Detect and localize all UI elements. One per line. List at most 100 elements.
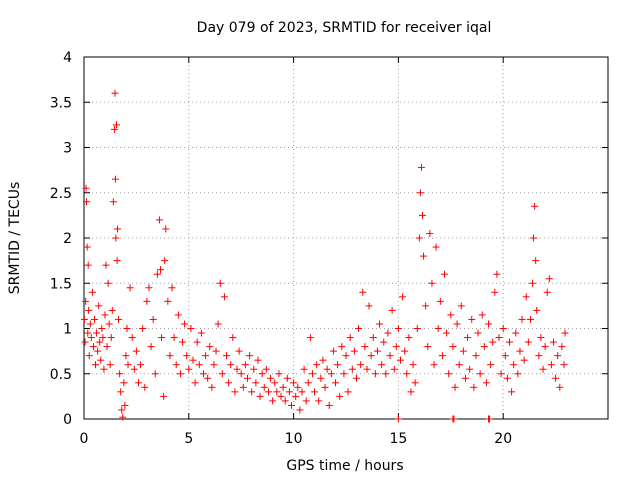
y-tick-label: 2.5 — [50, 186, 72, 202]
y-axis-label: SRMTID / TECUs — [7, 182, 23, 295]
data-point — [153, 270, 161, 278]
data-point — [264, 388, 272, 396]
data-point — [269, 397, 277, 405]
data-point — [111, 175, 119, 183]
data-point — [288, 401, 296, 409]
data-point — [302, 397, 310, 405]
data-point — [81, 338, 89, 346]
data-point — [323, 365, 331, 373]
data-point — [248, 388, 256, 396]
data-point — [510, 361, 518, 369]
x-axis-label: GPS time / hours — [286, 458, 403, 474]
data-point — [256, 392, 264, 400]
data-point — [419, 211, 427, 219]
data-point — [415, 234, 423, 242]
data-point — [499, 325, 507, 332]
data-point — [279, 383, 287, 391]
data-point — [478, 311, 486, 319]
y-tick-label: 4 — [63, 50, 72, 66]
data-point — [426, 229, 434, 237]
data-point — [160, 392, 168, 400]
data-point — [416, 189, 424, 197]
data-point — [386, 352, 394, 360]
data-point — [296, 406, 304, 414]
y-axis-ticks: 0 0.5 1 1.5 2 2.5 3 3.5 4 — [50, 50, 608, 428]
data-point — [235, 347, 243, 355]
data-point — [292, 392, 300, 400]
data-point — [390, 365, 398, 373]
data-point — [329, 347, 337, 355]
data-point — [450, 415, 458, 423]
data-point — [399, 293, 407, 301]
data-point — [94, 347, 102, 355]
data-point — [487, 361, 495, 369]
x-tick-label: 10 — [285, 431, 303, 447]
data-point — [451, 383, 459, 391]
data-point — [223, 352, 231, 360]
data-point — [447, 311, 455, 319]
data-point — [189, 356, 197, 364]
data-point — [111, 89, 119, 97]
data-point — [170, 334, 178, 342]
data-point — [206, 343, 214, 351]
x-tick-label: 15 — [389, 431, 407, 447]
data-point — [491, 288, 499, 296]
data-point — [103, 343, 111, 351]
data-point — [541, 343, 549, 351]
data-point — [489, 338, 497, 346]
data-point — [384, 329, 392, 337]
data-point — [137, 361, 145, 369]
data-point — [434, 325, 442, 332]
data-point — [378, 361, 386, 369]
data-point — [267, 374, 275, 382]
data-point — [277, 392, 285, 400]
data-point — [388, 306, 396, 314]
data-point — [197, 329, 205, 337]
data-point — [105, 320, 113, 328]
data-point — [210, 361, 218, 369]
data-point — [332, 379, 340, 387]
data-point — [166, 352, 174, 360]
data-point — [550, 338, 558, 346]
data-point — [149, 315, 157, 323]
data-point — [561, 329, 569, 337]
data-point — [486, 415, 494, 423]
data-point — [95, 302, 103, 310]
data-point — [260, 383, 268, 391]
data-point — [443, 329, 451, 337]
data-point — [441, 270, 449, 278]
data-point — [547, 361, 555, 369]
data-point — [218, 370, 226, 378]
data-point — [239, 383, 247, 391]
data-point — [233, 365, 241, 373]
data-point — [202, 352, 210, 360]
data-point — [122, 352, 130, 360]
data-point — [109, 198, 117, 206]
data-point — [311, 388, 319, 396]
data-point — [524, 338, 532, 346]
data-point — [304, 379, 312, 387]
data-point — [365, 302, 373, 310]
data-point — [227, 361, 235, 369]
data-point — [237, 370, 245, 378]
data-point — [409, 361, 417, 369]
data-point — [123, 325, 131, 332]
x-tick-label: 20 — [494, 431, 512, 447]
data-point — [338, 343, 346, 351]
data-point — [214, 320, 222, 328]
data-point — [294, 383, 302, 391]
data-point — [231, 388, 239, 396]
data-point — [531, 202, 539, 210]
data-point — [212, 347, 220, 355]
data-point — [352, 374, 360, 382]
data-point — [396, 356, 404, 364]
data-point — [445, 370, 453, 378]
data-point — [526, 315, 534, 323]
data-point — [112, 121, 120, 129]
data-point — [130, 365, 138, 373]
data-point — [532, 257, 540, 265]
data-point — [132, 347, 140, 355]
data-point — [191, 379, 199, 387]
data-point — [455, 361, 463, 369]
data-point — [285, 388, 293, 396]
